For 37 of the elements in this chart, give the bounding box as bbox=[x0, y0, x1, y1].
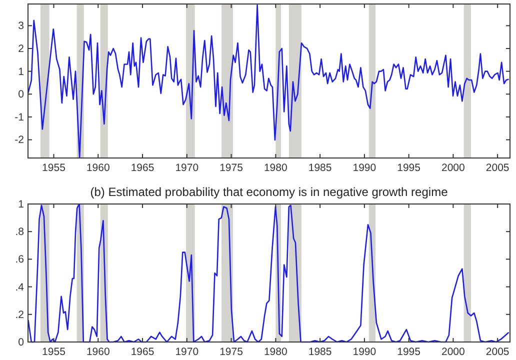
x-tick-label: 1970 bbox=[175, 346, 199, 358]
x-tick-label: 2005 bbox=[486, 346, 510, 358]
x-tick-label: 1995 bbox=[397, 162, 421, 174]
x-tick-label: 1990 bbox=[352, 162, 376, 174]
x-tick-label: 1955 bbox=[42, 162, 66, 174]
x-tick-label: 1985 bbox=[308, 346, 332, 358]
y-tick-label: .8 bbox=[15, 226, 24, 238]
y-tick-label: 0 bbox=[18, 88, 24, 101]
x-tick-label: 1980 bbox=[264, 346, 288, 358]
x-tick-label: 1980 bbox=[264, 162, 288, 174]
y-tick-label: 3 bbox=[18, 20, 24, 32]
x-tick-label: 2000 bbox=[442, 346, 466, 358]
y-tick-label: -1 bbox=[14, 111, 24, 124]
x-tick-label: 1960 bbox=[86, 346, 110, 358]
x-tick-label: 1955 bbox=[42, 346, 66, 358]
y-tick-label: 2 bbox=[18, 42, 24, 55]
x-tick-label: 1960 bbox=[86, 162, 110, 174]
y-tick-label: .2 bbox=[15, 308, 24, 321]
x-tick-label: 2000 bbox=[442, 162, 466, 174]
x-tick-label: 2005 bbox=[486, 162, 510, 174]
x-tick-label: 1965 bbox=[130, 162, 154, 174]
y-tick-label: .6 bbox=[15, 254, 24, 266]
x-tick-label: 1975 bbox=[220, 162, 244, 174]
y-tick-label: .4 bbox=[15, 281, 24, 294]
line-series bbox=[28, 4, 510, 158]
y-tick-label: 0 bbox=[18, 336, 24, 348]
x-tick-label: 1995 bbox=[397, 346, 421, 358]
x-tick-label: 1990 bbox=[352, 346, 376, 358]
y-tick-label: 1 bbox=[18, 66, 24, 78]
chart-title: (b) Estimated probability that economy is in negative growth regime bbox=[90, 185, 448, 199]
y-tick-label: 1 bbox=[18, 198, 24, 210]
y-tick-label: -2 bbox=[14, 134, 24, 146]
x-tick-label: 1970 bbox=[175, 162, 199, 174]
x-tick-label: 1985 bbox=[308, 162, 332, 174]
x-tick-label: 1975 bbox=[220, 346, 244, 358]
x-tick-label: 1965 bbox=[130, 346, 154, 358]
line-series bbox=[28, 203, 510, 343]
